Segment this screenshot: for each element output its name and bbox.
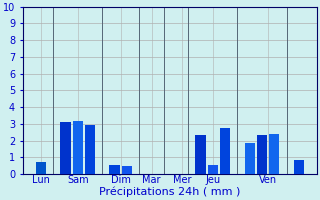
Bar [60, 122, 71, 174]
Bar [36, 162, 46, 174]
X-axis label: Précipitations 24h ( mm ): Précipitations 24h ( mm ) [99, 187, 241, 197]
Bar [257, 135, 267, 174]
Bar [244, 143, 255, 174]
Bar [220, 128, 230, 174]
Bar [196, 135, 206, 174]
Bar [208, 165, 218, 174]
Bar [269, 134, 279, 174]
Bar [293, 160, 304, 174]
Bar [73, 121, 83, 174]
Bar [122, 166, 132, 174]
Bar [109, 165, 120, 174]
Bar [85, 125, 95, 174]
